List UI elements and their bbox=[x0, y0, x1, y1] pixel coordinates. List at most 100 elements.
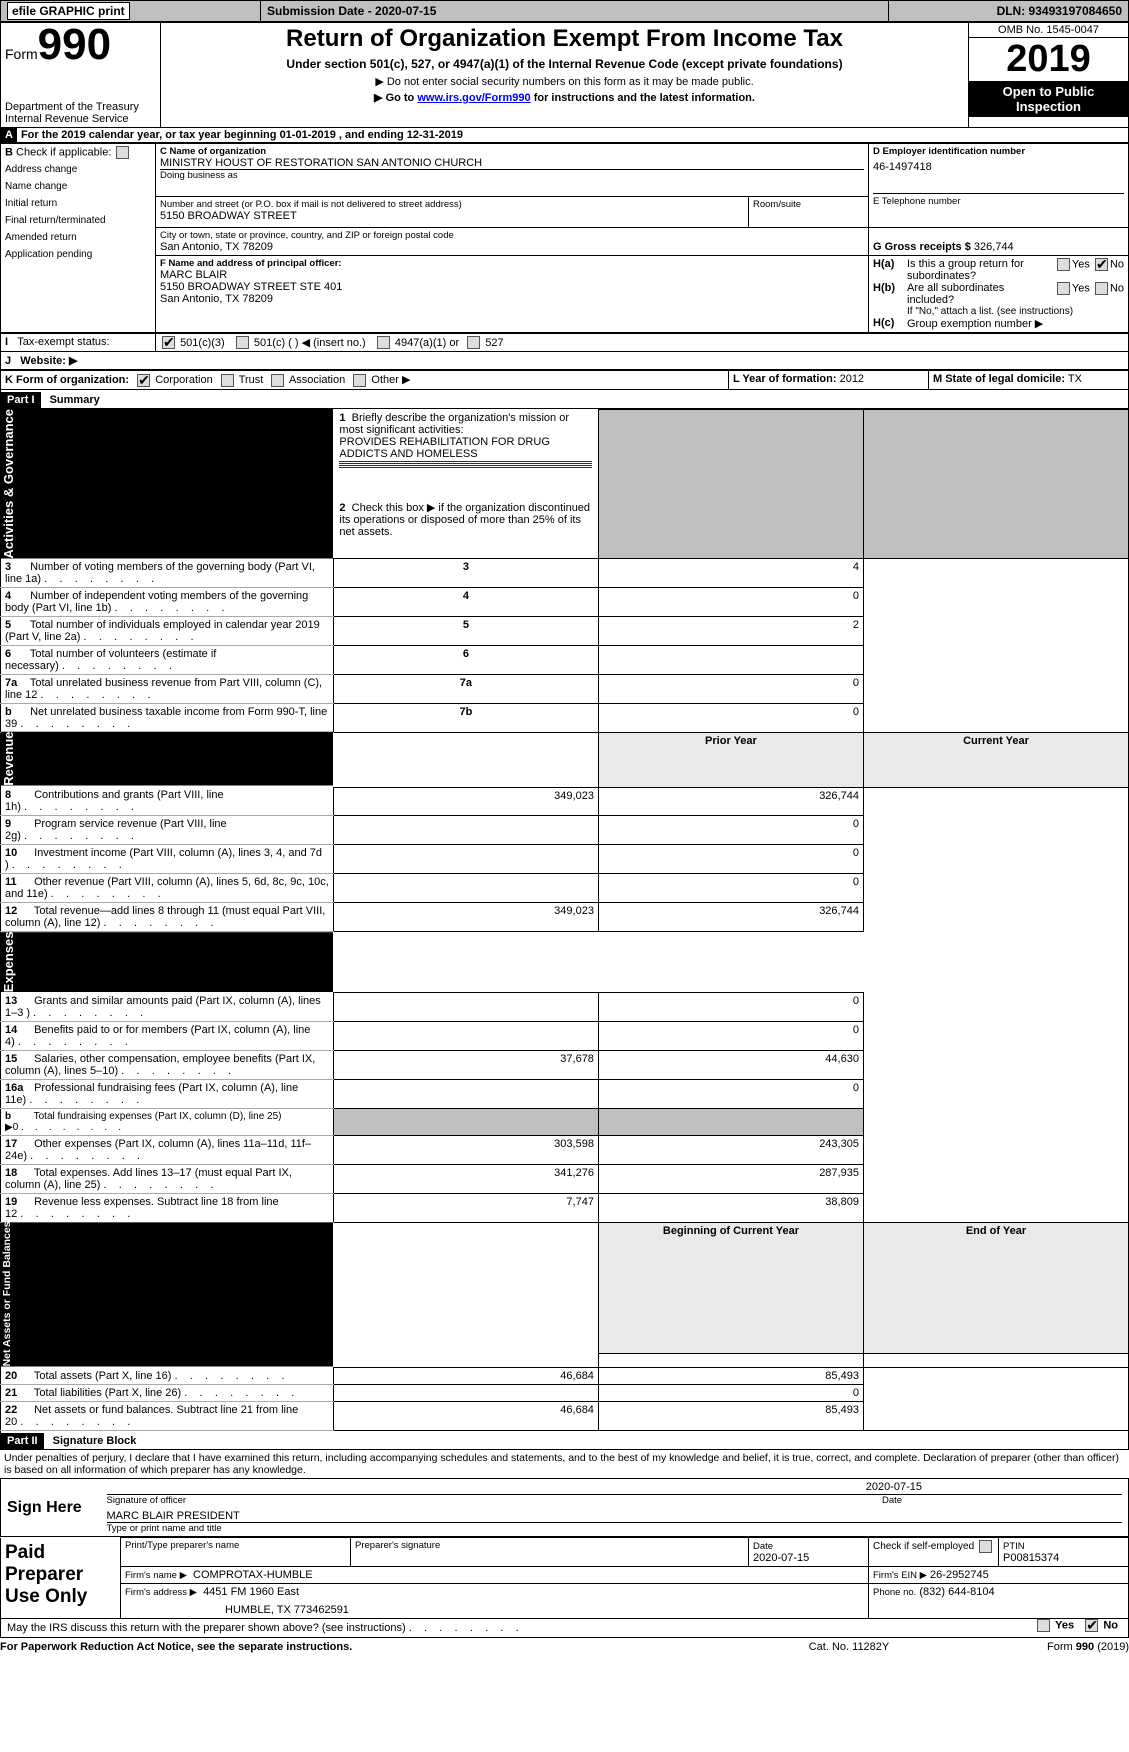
Hc-label: Group exemption number ▶ bbox=[907, 317, 1124, 330]
open-public: Open to Public Inspection bbox=[969, 81, 1128, 117]
table-row: 12 Total revenue—add lines 8 through 11 … bbox=[1, 903, 1129, 932]
firm-name: COMPROTAX-HUMBLE bbox=[193, 1569, 313, 1581]
tab-expenses: Expenses bbox=[1, 932, 334, 993]
org-name: MINISTRY HOUST OF RESTORATION SAN ANTONI… bbox=[160, 157, 864, 169]
firm-ein: 26-2952745 bbox=[930, 1569, 989, 1581]
col-eoy: End of Year bbox=[863, 1222, 1128, 1353]
col-prior: Prior Year bbox=[598, 732, 863, 787]
table-row: 7a Total unrelated business revenue from… bbox=[1, 674, 1129, 703]
checkbox-option: Application pending bbox=[5, 246, 151, 263]
officer-print: MARC BLAIR PRESIDENT bbox=[107, 1510, 1123, 1523]
perjury-text: Under penalties of perjury, I declare th… bbox=[0, 1450, 1129, 1478]
dba-label: Doing business as bbox=[160, 170, 864, 181]
ptin: P00815374 bbox=[1003, 1552, 1059, 1564]
ein-value: 46-1497418 bbox=[873, 161, 1124, 173]
part1-tag: Part I bbox=[1, 392, 41, 408]
dln: DLN: 93493197084650 bbox=[889, 1, 1129, 22]
form-990-number: 990 bbox=[38, 20, 111, 69]
check-if-applicable: Check if applicable: bbox=[16, 146, 111, 158]
checkbox-option: Amended return bbox=[5, 229, 151, 246]
firm-addr2: HUMBLE, TX 773462591 bbox=[225, 1604, 864, 1616]
omb-number: OMB No. 1545-0047 bbox=[969, 23, 1128, 38]
submission-date: Submission Date - 2020-07-15 bbox=[261, 1, 889, 22]
table-row: 19 Revenue less expenses. Subtract line … bbox=[1, 1193, 1129, 1222]
paid-preparer-block: Paid Preparer Use Only Print/Type prepar… bbox=[0, 1537, 1129, 1619]
street-label: Number and street (or P.O. box if mail i… bbox=[160, 199, 744, 210]
line2: Check this box ▶ if the organization dis… bbox=[339, 502, 590, 538]
ssn-warning: ▶ Do not enter social security numbers o… bbox=[165, 75, 964, 88]
mission-text: PROVIDES REHABILITATION FOR DRUG ADDICTS… bbox=[339, 436, 549, 460]
gross-receipts-label: G Gross receipts $ bbox=[873, 241, 971, 253]
checkbox-option: Address change bbox=[5, 161, 151, 178]
part1-title: Summary bbox=[50, 394, 100, 406]
cat-no: Cat. No. 11282Y bbox=[749, 1638, 949, 1656]
website-label: Website: ▶ bbox=[20, 355, 77, 367]
col-current: Current Year bbox=[863, 732, 1128, 787]
table-row: 9 Program service revenue (Part VIII, li… bbox=[1, 816, 1129, 845]
tab-governance: Activities & Governance bbox=[1, 409, 334, 559]
table-row: 16a Professional fundraising fees (Part … bbox=[1, 1079, 1129, 1108]
paid-preparer-label: Paid Preparer Use Only bbox=[1, 1538, 121, 1619]
table-row: 22 Net assets or fund balances. Subtract… bbox=[1, 1402, 1129, 1431]
table-row: 8 Contributions and grants (Part VIII, l… bbox=[1, 787, 1129, 816]
room-label: Room/suite bbox=[753, 199, 864, 210]
Ha-label: Is this a group return for subordinates? bbox=[907, 258, 1034, 282]
table-row: 5 Total number of individuals employed i… bbox=[1, 616, 1129, 645]
table-row: 4 Number of independent voting members o… bbox=[1, 587, 1129, 616]
table-row: 13 Grants and similar amounts paid (Part… bbox=[1, 993, 1129, 1022]
officer-addr2: San Antonio, TX 78209 bbox=[160, 293, 864, 305]
entity-block: B Check if applicable: Address changeNam… bbox=[0, 143, 1129, 333]
street-value: 5150 BROADWAY STREET bbox=[160, 210, 744, 222]
top-bar: efile GRAPHIC print Submission Date - 20… bbox=[0, 0, 1129, 22]
officer-addr1: 5150 BROADWAY STREET STE 401 bbox=[160, 281, 864, 293]
table-row: 21 Total liabilities (Part X, line 26)0 bbox=[1, 1385, 1129, 1402]
table-row: 17 Other expenses (Part IX, column (A), … bbox=[1, 1135, 1129, 1164]
Hb-note: If "No," attach a list. (see instruction… bbox=[907, 306, 1124, 317]
table-row: 18 Total expenses. Add lines 13–17 (must… bbox=[1, 1164, 1129, 1193]
part2-title: Signature Block bbox=[53, 1435, 137, 1447]
form-subtitle: Under section 501(c), 527, or 4947(a)(1)… bbox=[165, 57, 964, 71]
table-row: 11 Other revenue (Part VIII, column (A),… bbox=[1, 874, 1129, 903]
domicile: TX bbox=[1068, 373, 1082, 385]
line-A: A bbox=[1, 128, 17, 143]
discuss-question: May the IRS discuss this return with the… bbox=[7, 1622, 519, 1634]
phone-label: E Telephone number bbox=[873, 196, 1124, 207]
gross-receipts-value: 326,744 bbox=[974, 241, 1014, 253]
year-formation: 2012 bbox=[840, 373, 864, 385]
tax-year: 2019 bbox=[969, 38, 1128, 81]
table-row: b Net unrelated business taxable income … bbox=[1, 703, 1129, 732]
irs-link[interactable]: www.irs.gov/Form990 bbox=[417, 92, 530, 104]
mission-label: Briefly describe the organization's miss… bbox=[339, 412, 569, 436]
org-name-label: C Name of organization bbox=[160, 146, 266, 157]
irs-label: Internal Revenue Service bbox=[5, 113, 156, 125]
efile-tag: efile GRAPHIC print bbox=[7, 2, 130, 20]
year-formation-label: L Year of formation: bbox=[733, 373, 837, 385]
tab-netassets: Net Assets or Fund Balances bbox=[1, 1222, 334, 1367]
city-label: City or town, state or province, country… bbox=[160, 230, 864, 241]
sig-date: 2020-07-15 bbox=[107, 1481, 1123, 1495]
Hb-label: Are all subordinates included? bbox=[907, 282, 1034, 306]
form-footer: Form 990 (2019) bbox=[949, 1638, 1129, 1656]
checkbox-option: Initial return bbox=[5, 195, 151, 212]
ein-label: D Employer identification number bbox=[873, 146, 1025, 157]
officer-name: MARC BLAIR bbox=[160, 269, 864, 281]
city-value: San Antonio, TX 78209 bbox=[160, 241, 864, 253]
sig-officer-label: Signature of officer bbox=[107, 1495, 883, 1506]
part1-table: Activities & Governance 1 Briefly descri… bbox=[0, 409, 1129, 1431]
preparer-date: 2020-07-15 bbox=[753, 1552, 809, 1564]
sign-here: Sign Here bbox=[1, 1479, 101, 1537]
table-row: 6 Total number of volunteers (estimate i… bbox=[1, 645, 1129, 674]
form-of-org-label: K Form of organization: bbox=[5, 374, 129, 386]
firm-addr1: 4451 FM 1960 East bbox=[203, 1586, 299, 1598]
dept-treasury: Department of the Treasury bbox=[5, 101, 156, 113]
date-label: Date bbox=[882, 1495, 1122, 1506]
table-row: 3 Number of voting members of the govern… bbox=[1, 559, 1129, 588]
table-row: 10 Investment income (Part VIII, column … bbox=[1, 845, 1129, 874]
form-label: Form990 bbox=[5, 25, 156, 65]
table-row: 14 Benefits paid to or for members (Part… bbox=[1, 1021, 1129, 1050]
tab-revenue: Revenue bbox=[1, 732, 334, 787]
checkbox-option: Final return/terminated bbox=[5, 212, 151, 229]
domicile-label: M State of legal domicile: bbox=[933, 373, 1065, 385]
goto-line: ▶ Go to www.irs.gov/Form990 for instruct… bbox=[165, 91, 964, 104]
table-row: 15 Salaries, other compensation, employe… bbox=[1, 1050, 1129, 1079]
